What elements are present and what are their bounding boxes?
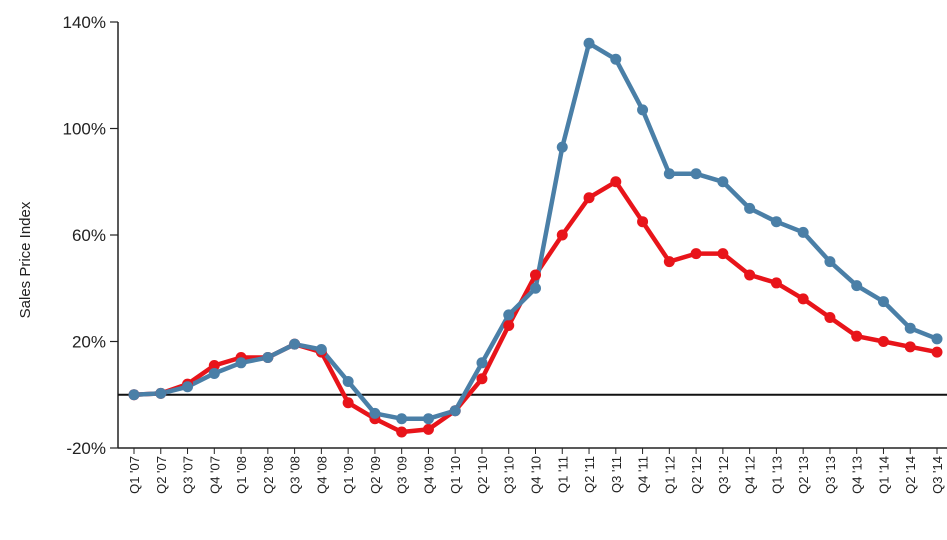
series-0-point — [637, 216, 649, 228]
series-1-point — [503, 309, 515, 321]
series-1-point — [208, 367, 220, 379]
x-tick-label: Q2 '11 — [582, 456, 597, 493]
x-tick-label: Q1 '12 — [662, 456, 677, 494]
x-tick-label: Q1 '07 — [127, 456, 142, 494]
x-tick-label: Q2 '14 — [903, 456, 918, 494]
series-1-point — [556, 141, 568, 153]
series-0-point — [583, 192, 595, 204]
series-1-point — [396, 413, 408, 425]
x-tick-label: Q1 '14 — [876, 456, 891, 494]
series-lines — [133, 41, 938, 435]
y-ticks: -20% 20% 60% 100% 140% — [63, 13, 118, 458]
series-0-point — [824, 312, 836, 324]
series-1-point — [610, 53, 622, 65]
series-1-point — [182, 381, 194, 393]
series-0-point — [503, 320, 515, 332]
x-tick-label: Q3 '10 — [502, 456, 517, 494]
x-tick-label: Q4 '07 — [207, 456, 222, 494]
y-tick-label: -20% — [66, 439, 106, 458]
series-1-point — [315, 343, 327, 355]
x-tick-label: Q3 '11 — [609, 456, 624, 493]
series-0-point — [851, 330, 863, 342]
series-0-point — [342, 397, 354, 409]
series-1-point — [449, 405, 461, 417]
series-1-line — [133, 41, 938, 421]
series-0-point — [877, 336, 889, 347]
series-1-point — [663, 168, 675, 180]
series-1-point — [342, 375, 354, 387]
series-0-point — [556, 229, 568, 241]
x-tick-label: Q3 '14 — [930, 456, 945, 494]
y-tick-label: 140% — [63, 13, 106, 32]
series-1-point — [637, 104, 649, 116]
series-1-point — [744, 202, 756, 214]
x-tick-label: Q4 '11 — [636, 456, 651, 493]
series-0-point — [797, 293, 809, 305]
series-0-point — [931, 346, 943, 358]
x-tick-label: Q3 '07 — [181, 456, 196, 494]
y-axis-title-group: Sales Price Index — [17, 201, 34, 318]
series-1-point — [690, 168, 702, 180]
series-1-point — [824, 256, 836, 268]
series-1-point — [530, 282, 541, 294]
x-tick-label: Q4 '10 — [529, 456, 544, 494]
series-0-point — [744, 269, 756, 281]
y-tick-label: 100% — [63, 120, 106, 139]
x-tick-label: Q1 '10 — [448, 456, 463, 494]
series-1-point — [931, 333, 943, 345]
y-tick-label: 20% — [72, 333, 106, 352]
series-1-point — [289, 338, 301, 350]
x-tick-label: Q4 '09 — [421, 456, 436, 494]
x-tick-label: Q1 '13 — [769, 456, 784, 494]
series-0-point — [904, 341, 916, 353]
x-tick-label: Q1 '09 — [341, 456, 356, 494]
series-1-point — [422, 413, 434, 425]
series-1-point — [770, 216, 782, 228]
series-1-point — [583, 37, 595, 49]
x-tick-label: Q3 '09 — [395, 456, 410, 494]
x-tick-label: Q2 '10 — [475, 456, 490, 494]
series-0-point — [663, 256, 675, 268]
series-0-point — [770, 277, 782, 289]
series-0-point — [208, 359, 220, 371]
series-1-point — [128, 389, 140, 401]
series-1-point — [262, 351, 274, 363]
x-tick-label: Q2 '08 — [261, 456, 276, 494]
series-0-point — [610, 176, 622, 188]
series-points — [128, 37, 943, 438]
series-1-point — [476, 357, 488, 369]
axes — [117, 22, 947, 449]
y-tick-label: 60% — [72, 226, 106, 245]
x-tick-label: Q2 '12 — [689, 456, 704, 494]
series-1-point — [797, 226, 809, 238]
x-tick-label: Q2 '13 — [796, 456, 811, 494]
series-1-point — [235, 357, 247, 369]
x-tick-label: Q3 '12 — [716, 456, 731, 494]
x-ticks: Q1 '07 Q2 '07 Q3 '07 Q4 '07 Q1 '08 Q2 '08 Q3 '… — [127, 448, 945, 494]
series-0-point — [396, 426, 408, 438]
series-1-point — [877, 296, 889, 308]
x-tick-label: Q1 '11 — [555, 456, 570, 493]
x-tick-label: Q4 '13 — [850, 456, 865, 494]
series-0-point — [422, 423, 434, 435]
series-1-point — [155, 387, 167, 399]
series-1-point — [369, 407, 381, 419]
x-tick-label: Q4 '08 — [314, 456, 329, 494]
x-tick-label: Q1 '08 — [234, 456, 249, 494]
series-0-point — [530, 269, 541, 281]
x-tick-label: Q2 '07 — [154, 456, 169, 494]
x-tick-label: Q2 '09 — [368, 456, 383, 494]
series-1-point — [851, 280, 863, 292]
series-0-point — [690, 248, 702, 260]
series-0-point — [717, 248, 729, 260]
series-0-point — [476, 373, 488, 385]
series-1-point — [717, 176, 729, 188]
series-1-point — [904, 322, 916, 334]
x-tick-label: Q3 '08 — [288, 456, 303, 494]
x-tick-label: Q4 '12 — [743, 456, 758, 494]
x-tick-label: Q3 '13 — [823, 456, 838, 494]
y-axis-title: Sales Price Index — [17, 201, 34, 318]
